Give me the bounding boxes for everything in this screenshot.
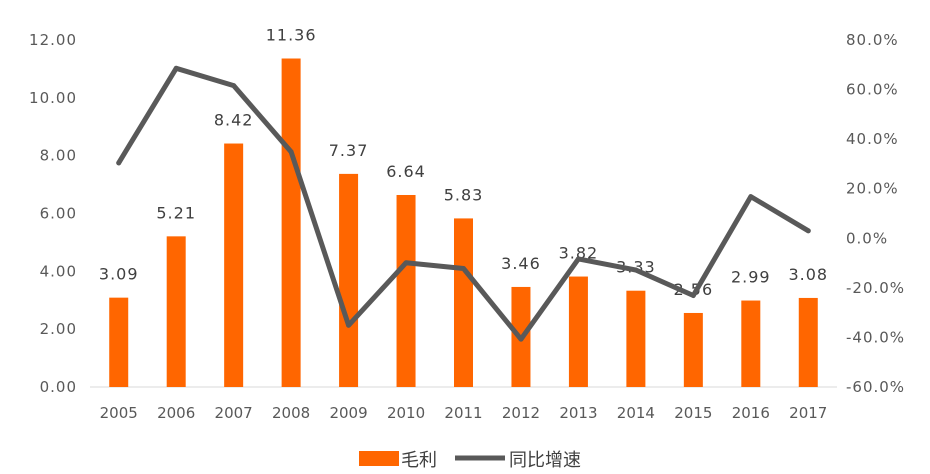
- x-axis-tick-labels: 2005 2006 2007 2008 2009 2010 2011 2012 2013 2014…: [100, 404, 828, 422]
- data-label-2006: 5.21: [156, 203, 196, 222]
- bar-2005: [109, 297, 129, 387]
- data-label-2013: 3.82: [559, 244, 599, 263]
- right-y-tick-label: -60.0%: [846, 378, 905, 396]
- growth-point-2012: [518, 336, 524, 342]
- growth-point-2017: [805, 228, 811, 234]
- data-label-2012: 3.46: [501, 254, 541, 273]
- right-y-axis-tick-labels: 80.0% 60.0% 40.0% 20.0% 0.0% -20.0% -40.0% -60.…: [846, 31, 905, 396]
- left-y-tick-label: 8.00: [40, 147, 77, 165]
- x-tick-label: 2009: [329, 404, 367, 422]
- data-label-2010: 6.64: [386, 162, 426, 181]
- gross-profit-bars: [109, 58, 818, 388]
- data-label-2015: 2.56: [674, 280, 714, 299]
- growth-point-2009: [346, 322, 351, 328]
- growth-point-2008: [288, 149, 294, 155]
- growth-point-2014: [633, 267, 639, 273]
- data-label-2011: 5.83: [444, 185, 484, 204]
- growth-point-2015: [690, 293, 696, 298]
- right-y-tick-label: 20.0%: [846, 180, 899, 198]
- growth-point-2010: [403, 260, 409, 266]
- right-y-tick-label: -20.0%: [846, 279, 905, 297]
- legend: 毛利 同比增速: [359, 450, 581, 471]
- x-tick-label: 2017: [789, 404, 827, 422]
- bar-2013: [568, 276, 588, 387]
- x-tick-label: 2007: [215, 404, 253, 422]
- x-tick-label: 2015: [674, 404, 712, 422]
- x-tick-label: 2011: [444, 404, 482, 422]
- growth-point-2007: [231, 83, 237, 89]
- x-tick-label: 2016: [732, 404, 770, 422]
- x-tick-label: 2008: [272, 404, 310, 422]
- bar-2008: [281, 58, 301, 388]
- legend-label-gross-profit: 毛利: [401, 450, 437, 471]
- gross-profit-data-labels: 3.095.218.4211.367.376.645.833.463.823.3…: [99, 26, 828, 299]
- legend-swatch-gross-profit: [359, 451, 399, 466]
- left-y-tick-label: 12.00: [29, 31, 77, 49]
- data-label-2017: 3.08: [788, 265, 828, 284]
- bar-2010: [396, 194, 416, 387]
- bar-2015: [683, 312, 703, 387]
- bar-2017: [798, 297, 818, 387]
- right-y-tick-label: 0.0%: [846, 229, 888, 247]
- left-y-tick-label: 6.00: [40, 205, 77, 223]
- growth-point-2011: [461, 266, 466, 271]
- right-y-tick-label: 40.0%: [846, 130, 899, 148]
- right-y-tick-label: -40.0%: [846, 328, 905, 346]
- growth-point-2013: [576, 256, 581, 262]
- x-tick-label: 2012: [502, 404, 540, 422]
- right-y-tick-label: 80.0%: [846, 31, 899, 49]
- bar-2009: [339, 173, 359, 387]
- left-y-tick-label: 4.00: [40, 262, 77, 280]
- x-tick-label: 2006: [157, 404, 195, 422]
- data-label-2007: 8.42: [214, 111, 254, 130]
- bar-2006: [166, 236, 186, 387]
- left-y-tick-label: 0.00: [40, 378, 77, 396]
- growth-point-2006: [173, 65, 179, 71]
- x-tick-label: 2013: [559, 404, 597, 422]
- growth-rate-series: [116, 65, 811, 342]
- bar-2007: [224, 143, 244, 387]
- right-y-tick-label: 60.0%: [846, 81, 899, 99]
- growth-point-2005: [116, 160, 122, 166]
- data-label-2016: 2.99: [731, 268, 771, 287]
- left-y-tick-label: 2.00: [40, 320, 77, 338]
- left-y-tick-label: 10.00: [29, 89, 77, 107]
- bar-2011: [454, 218, 473, 387]
- x-tick-label: 2014: [617, 404, 655, 422]
- growth-point-2016: [748, 194, 754, 200]
- legend-label-growth-rate: 同比增速: [509, 450, 581, 471]
- data-label-2005: 3.09: [99, 265, 139, 284]
- data-label-2008: 11.36: [266, 26, 317, 45]
- data-label-2009: 7.37: [329, 141, 369, 160]
- x-tick-label: 2005: [100, 404, 138, 422]
- bar-2016: [741, 300, 761, 387]
- x-tick-label: 2010: [387, 404, 425, 422]
- left-y-axis-tick-labels: 12.00 10.00 8.00 6.00 4.00 2.00 0.00: [29, 31, 77, 396]
- bar-2014: [626, 290, 646, 387]
